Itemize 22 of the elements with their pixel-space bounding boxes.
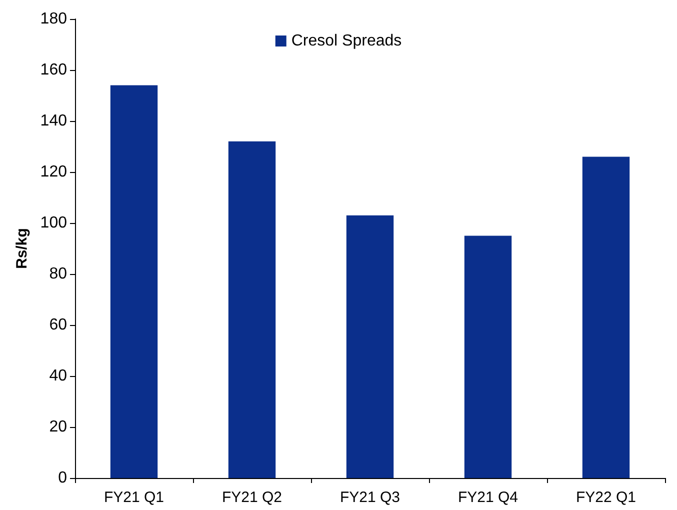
legend-label: Cresol Spreads — [291, 32, 402, 50]
x-tick-label: FY21 Q2 — [222, 489, 282, 506]
y-tick-label: 80 — [49, 266, 68, 282]
x-tick-label: FY21 Q4 — [458, 489, 518, 506]
y-tick-label: 0 — [58, 470, 68, 486]
bar — [464, 236, 512, 478]
bar — [228, 141, 276, 478]
x-tick-label: FY21 Q3 — [340, 489, 400, 506]
bar — [582, 156, 630, 478]
y-tick-label: 100 — [40, 214, 68, 232]
x-tick-label: FY22 Q1 — [576, 489, 636, 506]
y-tick-label: 180 — [40, 10, 68, 28]
y-tick-label: 120 — [40, 164, 68, 180]
y-tick-label: 40 — [49, 368, 68, 384]
bar — [110, 85, 158, 478]
bar — [346, 215, 394, 478]
y-tick-label: 60 — [49, 316, 68, 334]
x-tick-label: FY21 Q1 — [104, 489, 164, 506]
y-tick-label: 140 — [40, 112, 68, 130]
y-axis-title: Rs/kg — [13, 228, 30, 269]
y-tick-label: 20 — [49, 418, 68, 436]
y-tick-label: 160 — [40, 62, 68, 78]
